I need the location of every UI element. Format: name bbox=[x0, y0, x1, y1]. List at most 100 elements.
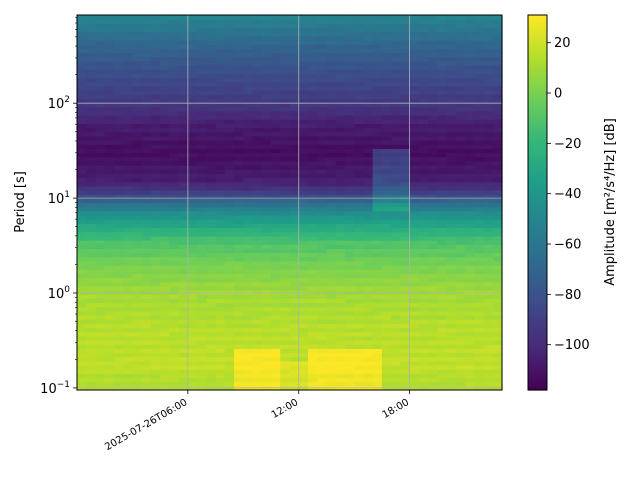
heatmap-cell bbox=[197, 260, 207, 266]
heatmap-cell bbox=[224, 206, 235, 212]
heatmap-cell bbox=[86, 248, 97, 254]
heatmap-cell bbox=[123, 331, 134, 337]
heatmap-cell bbox=[428, 144, 438, 149]
heatmap-cell bbox=[104, 190, 115, 195]
heatmap-cell bbox=[132, 315, 143, 320]
heatmap-cell bbox=[95, 123, 106, 129]
heatmap-cell bbox=[86, 298, 97, 304]
heatmap-cell bbox=[363, 227, 374, 233]
heatmap-cell bbox=[77, 190, 87, 195]
heatmap-cell bbox=[77, 148, 87, 154]
heatmap-cell bbox=[344, 306, 355, 312]
heatmap-cell bbox=[446, 244, 457, 249]
heatmap-cell bbox=[169, 115, 180, 120]
heatmap-cell bbox=[224, 294, 235, 299]
colorbar-segment bbox=[528, 137, 547, 141]
heatmap-cell bbox=[307, 215, 318, 220]
heatmap-cell bbox=[243, 256, 254, 262]
heatmap-cell bbox=[317, 260, 328, 266]
heatmap-cell bbox=[428, 277, 438, 283]
heatmap-cell bbox=[187, 40, 198, 45]
heatmap-cell bbox=[271, 60, 281, 66]
heatmap-cell bbox=[123, 365, 134, 370]
heatmap-cell bbox=[307, 269, 318, 274]
heatmap-cell bbox=[437, 365, 448, 370]
heatmap-cell bbox=[409, 219, 420, 224]
heatmap-cell bbox=[104, 269, 115, 274]
heatmap-cell bbox=[271, 310, 281, 316]
heatmap-cell bbox=[363, 73, 374, 79]
heatmap-cell bbox=[243, 352, 254, 358]
heatmap-cell bbox=[465, 98, 475, 104]
heatmap-cell bbox=[437, 210, 448, 216]
heatmap-cell bbox=[160, 65, 170, 70]
heatmap-cell bbox=[104, 156, 115, 162]
heatmap-cell bbox=[465, 319, 475, 324]
heatmap-cell bbox=[123, 156, 134, 162]
heatmap-cell bbox=[428, 48, 438, 54]
heatmap-cell bbox=[95, 281, 106, 287]
heatmap-cell bbox=[187, 194, 198, 199]
heatmap-cell bbox=[280, 119, 291, 124]
heatmap-cell bbox=[197, 215, 207, 220]
heatmap-cell bbox=[381, 106, 392, 112]
heatmap-cell bbox=[141, 169, 152, 174]
heatmap-cell bbox=[86, 44, 97, 49]
heatmap-cell bbox=[298, 256, 309, 262]
heatmap-cell bbox=[465, 344, 475, 349]
heatmap-cell bbox=[307, 23, 318, 29]
heatmap-cell bbox=[372, 210, 383, 216]
heatmap-cell bbox=[474, 152, 485, 158]
heatmap-cell bbox=[418, 331, 429, 337]
heatmap-cell bbox=[234, 56, 244, 62]
heatmap-cell bbox=[344, 123, 355, 129]
heatmap-cell bbox=[363, 19, 374, 24]
heatmap-cell bbox=[400, 352, 411, 358]
heatmap-cell bbox=[289, 73, 300, 79]
heatmap-cell bbox=[95, 65, 106, 70]
heatmap-cell bbox=[400, 27, 411, 33]
heatmap-cell bbox=[132, 360, 143, 366]
heatmap-cell bbox=[206, 15, 217, 20]
heatmap-cell bbox=[132, 310, 143, 316]
heatmap-cell bbox=[104, 294, 115, 299]
heatmap-cell bbox=[363, 265, 374, 270]
heatmap-cell bbox=[298, 35, 309, 41]
heatmap-cell bbox=[150, 90, 161, 95]
heatmap-cell bbox=[132, 352, 143, 358]
heatmap-cell bbox=[465, 177, 475, 183]
heatmap-cell bbox=[169, 148, 180, 154]
heatmap-cell bbox=[261, 198, 272, 204]
heatmap-cell bbox=[104, 227, 115, 233]
heatmap-cell bbox=[77, 306, 87, 312]
heatmap-cell bbox=[77, 69, 87, 74]
heatmap-cell bbox=[150, 69, 161, 74]
heatmap-cell bbox=[335, 348, 346, 354]
heatmap-cell bbox=[354, 15, 365, 20]
heatmap-cell bbox=[197, 206, 207, 212]
heatmap-cell bbox=[483, 323, 494, 329]
heatmap-cell bbox=[391, 77, 401, 83]
heatmap-cell bbox=[197, 60, 207, 66]
heatmap-cell bbox=[113, 35, 124, 41]
heatmap-cell bbox=[437, 319, 448, 324]
heatmap-cell bbox=[400, 65, 411, 70]
heatmap-cell bbox=[86, 90, 97, 95]
heatmap-cell bbox=[326, 194, 337, 199]
heatmap-cell bbox=[141, 256, 152, 262]
heatmap-cell bbox=[483, 160, 494, 166]
heatmap-cell bbox=[197, 273, 207, 279]
heatmap-cell bbox=[344, 277, 355, 283]
heatmap-cell bbox=[437, 352, 448, 358]
heatmap-cell bbox=[465, 227, 475, 233]
heatmap-cell bbox=[215, 340, 226, 345]
heatmap-cell bbox=[335, 106, 346, 112]
heatmap-cell bbox=[178, 381, 189, 387]
heatmap-cell bbox=[178, 327, 189, 333]
heatmap-cell bbox=[465, 48, 475, 54]
heatmap-cell bbox=[381, 52, 392, 58]
heatmap-cell bbox=[215, 315, 226, 320]
heatmap-cell bbox=[271, 77, 281, 83]
heatmap-cell bbox=[344, 140, 355, 145]
